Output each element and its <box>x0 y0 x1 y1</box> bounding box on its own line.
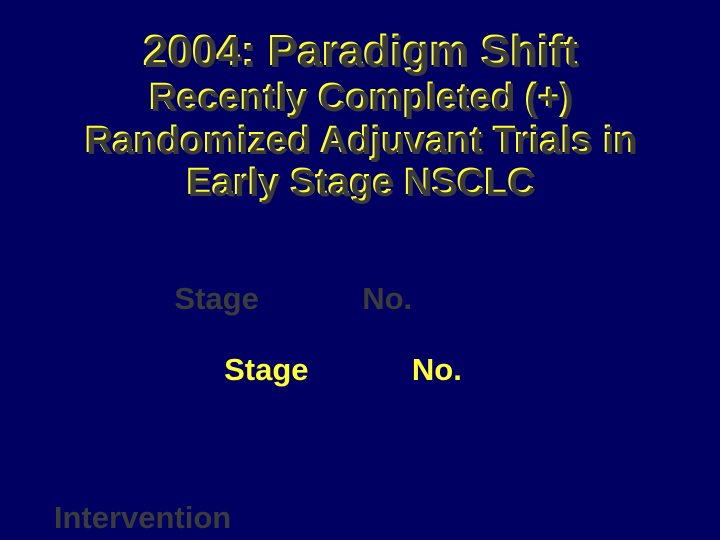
table-header: Stage No. <box>78 352 522 387</box>
subtitle-line: Recently Completed (+) <box>148 76 571 118</box>
table-block: Stage No. Stage No. Intervention Interve… <box>20 206 700 540</box>
subtitle-line: Randomized Adjuvant Trials in <box>84 119 636 161</box>
slide-title: 2004: Paradigm Shift 2004: Paradigm Shif… <box>20 28 700 74</box>
subtitle-line: Early Stage NSCLC <box>186 161 534 203</box>
table-header2-shadow: Intervention <box>28 500 702 537</box>
slide-subtitle: Recently Completed (+) Recently Complete… <box>20 76 700 204</box>
table-header-row-2: Intervention Intervention <box>26 498 700 540</box>
slide: 2004: Paradigm Shift 2004: Paradigm Shif… <box>0 0 720 540</box>
table-header-shadow: Stage No. <box>28 281 702 318</box>
title-wrap: 2004: Paradigm Shift 2004: Paradigm Shif… <box>20 28 700 74</box>
table-header-row: Stage No. Stage No. <box>26 279 700 425</box>
subtitle-wrap: Recently Completed (+) Recently Complete… <box>20 76 700 204</box>
slide-title-text: 2004: Paradigm Shift <box>142 26 577 75</box>
